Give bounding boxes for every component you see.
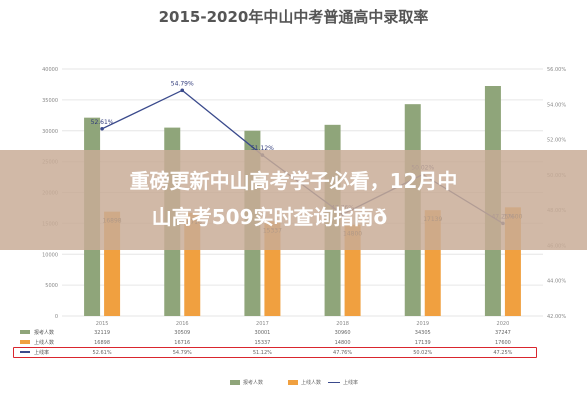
y-left-tick-label: 0	[55, 314, 58, 320]
table-row-swatch	[20, 340, 30, 344]
highlight-box	[13, 347, 537, 358]
y-right-tick-label: 54.00%	[547, 102, 566, 108]
x-tick-label: 2015	[96, 321, 109, 326]
rate-point	[100, 127, 104, 131]
rate-label: 52.61%	[91, 119, 114, 126]
legend-label: 上线率	[343, 380, 359, 386]
table-cell: 50.02%	[413, 349, 433, 356]
legend-item-admitted: 上线人数	[288, 379, 321, 386]
legend-line	[328, 381, 340, 384]
table-cell: 47.76%	[333, 349, 353, 356]
table-row-label: 上线率	[34, 350, 50, 356]
y-right-tick-label: 56.00%	[547, 67, 566, 73]
rate-point	[180, 88, 185, 93]
y-left-tick-label: 30000	[42, 129, 58, 135]
overlay-banner	[0, 150, 587, 250]
banner-title-line-1: 重磅更新中山高考学子必看，12月中	[129, 169, 458, 193]
table-cell: 30001	[254, 329, 271, 336]
x-tick-label: 2016	[176, 321, 189, 326]
table-row-swatch	[20, 330, 30, 334]
data-table: 报考人数 32119 30509 30001 30960 34305 37247 上线人数 16…	[0, 326, 587, 360]
y-left-tick-label: 35000	[42, 98, 58, 104]
legend-item-applicants: 报考人数	[230, 379, 263, 386]
table-cell: 30509	[174, 329, 191, 336]
legend: 报考人数 上线人数 上线率	[0, 379, 587, 391]
table-cell: 16716	[174, 339, 191, 346]
x-tick-label: 2017	[256, 321, 269, 326]
legend-label: 报考人数	[243, 380, 264, 386]
x-tick-label: 2020	[497, 321, 510, 326]
table-cell: 32119	[94, 329, 111, 336]
y-left-tick-label: 5000	[45, 283, 58, 289]
y-left-tick-label: 40000	[42, 67, 58, 73]
rate-label: 54.79%	[171, 80, 194, 87]
table-row-swatch	[20, 351, 30, 353]
chart-title: 2015-2020年中山中考普通高中录取率	[158, 8, 429, 26]
table-cell: 17600	[494, 339, 511, 346]
table-cell: 17139	[414, 339, 431, 346]
table-cell: 16898	[94, 339, 111, 346]
legend-item-rate: 上线率	[328, 379, 358, 386]
y-right-tick-label: 44.00%	[547, 279, 566, 285]
table-row-label: 上线人数	[34, 340, 55, 346]
banner-title-line-2: 山高考509实时查询指南ð	[151, 205, 436, 229]
table-cell: 52.61%	[92, 349, 112, 356]
table-cell: 54.79%	[172, 349, 192, 356]
table-row: 上线人数 16898 16716 15337 14800 17139 17600	[14, 338, 534, 347]
table-cell: 15337	[254, 339, 271, 346]
table-row: 上线率 52.61% 54.79% 51.12% 47.76% 50.02% 47.25%	[14, 348, 534, 357]
table-row-label: 报考人数	[34, 330, 55, 336]
table-cell: 34305	[414, 329, 431, 336]
rate-label: 51.12%	[251, 145, 274, 152]
y-right-tick-label: 52.00%	[547, 138, 566, 144]
y-left-tick-label: 10000	[42, 252, 58, 258]
x-tick-label: 2018	[336, 321, 349, 326]
x-tick-label: 2019	[416, 321, 429, 326]
legend-swatch	[288, 380, 298, 385]
table-cell: 51.12%	[252, 349, 272, 356]
table-cell: 30960	[334, 329, 351, 336]
table-cell: 37247	[494, 329, 511, 336]
table-cell: 47.25%	[493, 349, 513, 356]
table-row: 报考人数 32119 30509 30001 30960 34305 37247	[14, 328, 534, 337]
legend-swatch	[230, 380, 240, 385]
table-cell: 14800	[334, 339, 351, 346]
legend-label: 上线人数	[301, 380, 322, 386]
y-right-tick-label: 42.00%	[547, 314, 566, 320]
